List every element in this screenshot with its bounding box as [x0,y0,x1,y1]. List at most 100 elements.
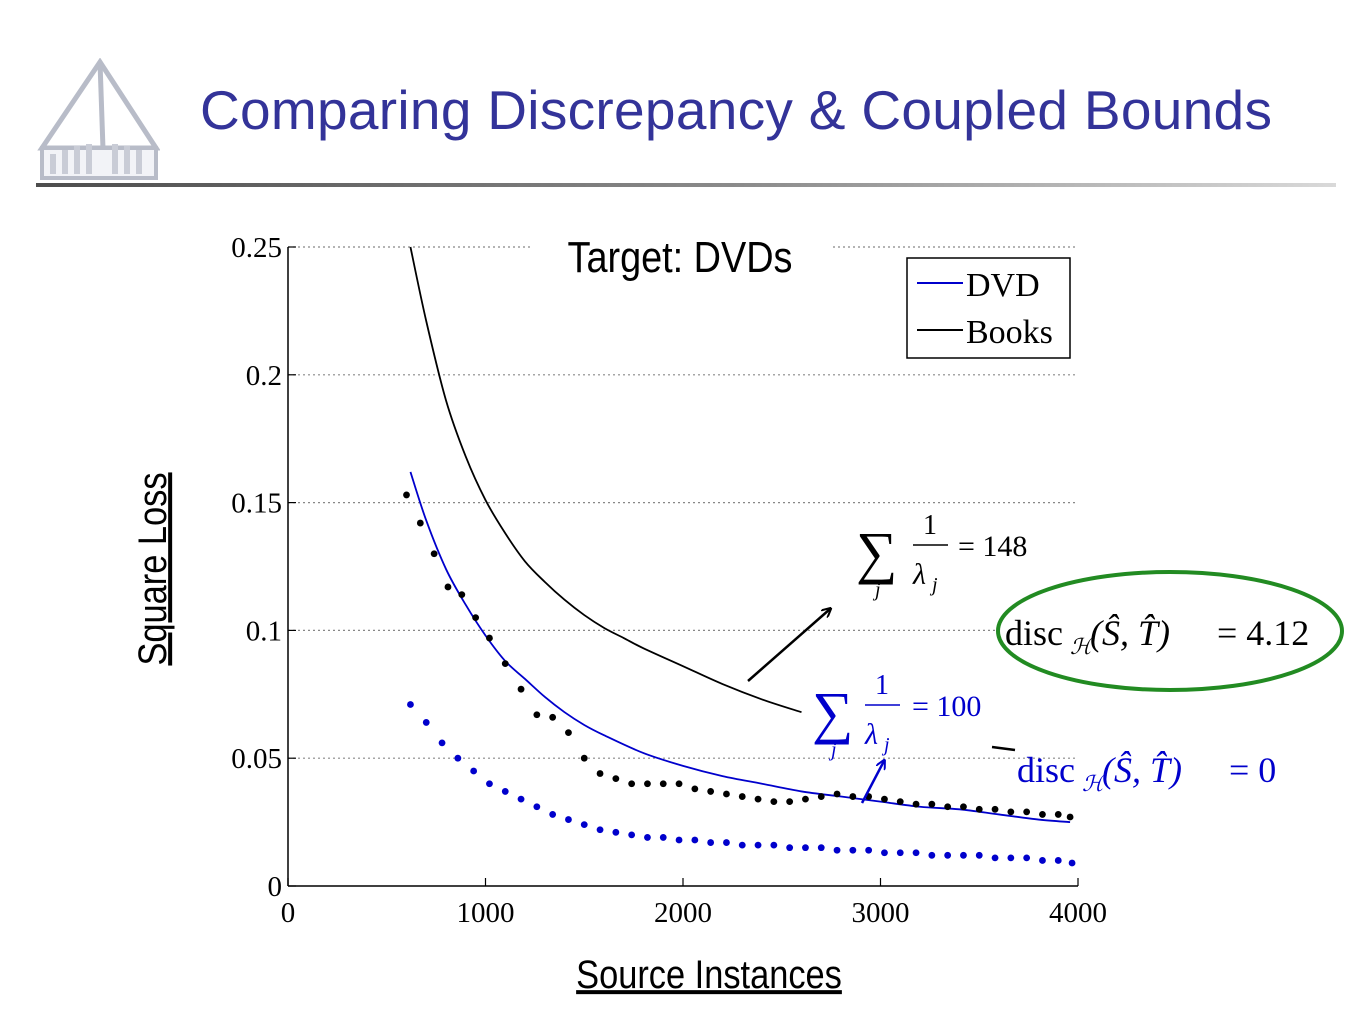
series-layer [403,246,1076,867]
y-tick-label: 0 [268,871,283,903]
series-point [659,780,667,788]
x-tick-label: 3000 [852,897,910,929]
series-point [565,816,572,823]
series-point [533,711,541,719]
series-point [517,795,525,803]
series-point [458,591,466,599]
dvd-disc-annotation: disc ℋ (Ŝ, T̂) = 0 [1017,750,1276,796]
series-point [975,851,983,859]
series-point [944,803,952,811]
series-point [928,851,936,859]
series-point [1039,857,1046,864]
books-curve-tail [991,745,1016,752]
series-point [754,795,762,803]
series-point [675,836,683,844]
dvd-sum-value: = 100 [912,690,981,723]
series-point [802,844,809,852]
series-point [612,828,620,836]
series-point [944,851,952,859]
y-tick-label: 0.2 [246,360,282,392]
series-point [659,834,667,841]
slide-title: Comparing Discrepancy & Coupled Bounds [200,79,1273,141]
series-point [422,719,430,726]
series-point [644,834,651,841]
series-point [596,770,604,777]
books-disc-fn: disc [1005,613,1063,653]
series-point [444,583,452,591]
series-point [912,800,920,808]
y-tick-label: 0.15 [231,488,282,520]
series-point [1054,857,1062,864]
series-point [430,550,438,558]
series-point [723,839,730,846]
series-point [833,790,841,798]
dvd-disc-value: = 0 [1229,750,1276,790]
series-point [912,849,920,857]
series-point [896,849,904,857]
y-axis-label: Square Loss [130,472,175,665]
series-point [817,844,825,852]
axis-ticks: 0 1000 2000 3000 4000 0 0.05 0.1 0.15 0.2 0.25 [231,232,1107,929]
series-point [881,849,888,857]
books-disc-fn-sub: ℋ [1070,634,1095,659]
series-point [786,844,794,852]
title-divider [36,183,1336,187]
books-sum-value: = 148 [958,530,1027,563]
books-sum-arrow [747,609,830,682]
series-point [549,811,557,818]
series-point [1023,854,1031,862]
books-disc-circle [996,570,1344,692]
series-point [1007,854,1015,862]
books-disc-annotation: disc ℋ (Ŝ, T̂) = 4.12 [1005,613,1309,659]
series-point [960,803,967,811]
series-point [438,739,446,747]
series-point [881,795,888,803]
books-disc-value: = 4.12 [1217,613,1309,653]
books-sum-numerator: 1 [923,510,937,541]
books-disc-args: (Ŝ, T̂) [1090,613,1170,653]
chart-title: Target: DVDs [568,232,793,281]
series-point [470,767,478,775]
y-tick-label: 0.1 [246,615,282,647]
series-point [533,803,541,811]
dvd-sum-denominator-sub: j [881,734,890,756]
series-line-dvd [409,471,1071,823]
series-point [407,701,414,708]
series-point [723,790,730,798]
series-point [802,795,809,803]
series-point [928,800,936,808]
series-point [738,793,746,800]
series-point [1068,859,1076,867]
series-point [596,826,604,834]
dvd-sum-numerator: 1 [875,670,889,701]
dvd-sum-arrow [860,761,884,804]
series-point [896,798,904,806]
legend-label-books: Books [966,314,1053,351]
y-tick-label: 0.25 [231,232,282,264]
series-point [1007,808,1015,816]
dvd-sum-symbol: ∑ [812,680,853,745]
books-sum-symbol: ∑ [856,520,897,585]
series-point [991,854,999,862]
legend-label-dvd: DVD [966,267,1040,304]
series-point [517,685,525,693]
series-point [454,754,462,762]
series-point [754,841,762,849]
series-point [691,836,699,844]
x-tick-label: 2000 [654,897,712,929]
series-point [416,519,424,527]
series-point [1066,813,1074,821]
series-point [403,491,410,499]
series-point [849,793,857,800]
series-point [960,851,967,859]
series-point [865,846,873,854]
series-point [738,841,746,849]
series-point [770,798,778,806]
books-sum-index: j [872,579,881,601]
legend: DVD Books [906,257,1071,359]
series-point [991,805,999,813]
books-sum-annotation: ∑ j 1 λ j = 148 [856,510,1027,601]
dvd-sum-annotation: ∑ j 1 λ j = 100 [812,670,981,761]
series-point [770,841,778,849]
